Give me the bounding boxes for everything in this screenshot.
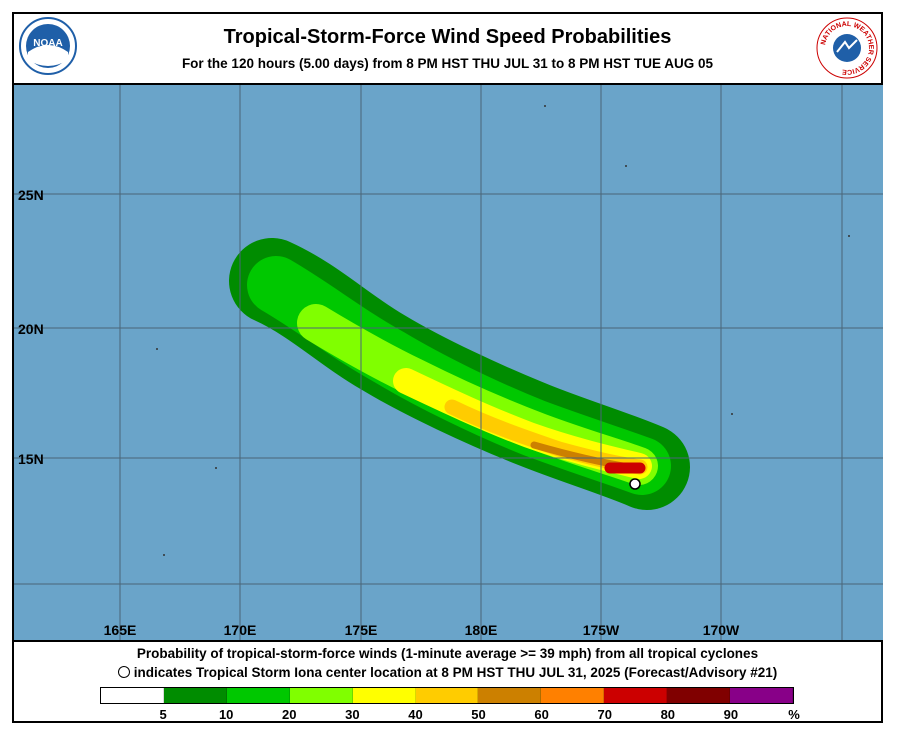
lon-label-165e: 165E: [104, 622, 137, 638]
islands: [156, 105, 850, 556]
island-dot: [731, 413, 733, 415]
footer-description: Probability of tropical-storm-force wind…: [136, 646, 759, 661]
lon-label-170w: 170W: [703, 622, 740, 638]
legend-label: 10: [218, 707, 234, 722]
island-dot: [163, 554, 165, 556]
legend-swatch: [415, 688, 479, 703]
lat-label-15n: 15N: [18, 451, 44, 467]
probability-swath: [229, 238, 690, 510]
legend-swatch: [730, 688, 793, 703]
island-dot: [544, 105, 546, 107]
lon-label-175w: 175W: [583, 622, 620, 638]
legend-swatch: [226, 688, 290, 703]
lon-label-180e: 180E: [465, 622, 498, 638]
probability-map: 25N 20N 15N 165E 170E 175E 180E 175W 170…: [14, 83, 883, 642]
island-dot: [848, 235, 850, 237]
lon-label-175e: 175E: [345, 622, 378, 638]
legend-swatch: [604, 688, 668, 703]
legend-label: 70: [597, 707, 612, 722]
legend-label: 60: [534, 707, 549, 722]
island-dot: [625, 165, 627, 167]
lat-lon-grid: [14, 85, 883, 640]
map-title: Tropical-Storm-Force Wind Speed Probabil…: [223, 26, 672, 48]
legend-label: 20: [282, 707, 297, 722]
lat-label-20n: 20N: [18, 321, 44, 337]
legend-swatch: [289, 688, 353, 703]
storm-center-marker: [629, 478, 641, 490]
legend-label: 30: [345, 707, 360, 722]
noaa-logo: NOAA: [18, 16, 78, 76]
footer-center-text: indicates Tropical Storm Iona center loc…: [133, 665, 778, 680]
legend-label: 80: [660, 707, 676, 722]
island-dot: [215, 467, 217, 469]
legend-swatch: [541, 688, 605, 703]
lon-label-170e: 170E: [224, 622, 257, 638]
legend-swatch: [478, 688, 542, 703]
legend-swatch: [101, 688, 164, 703]
center-marker-icon: [117, 666, 130, 678]
legend-label: %: [788, 707, 800, 722]
probability-legend: 5 10 20 30 40 50 60 70 80 90%: [100, 687, 800, 723]
lat-label-25n: 25N: [18, 187, 44, 203]
legend-swatch: [352, 688, 416, 703]
map-subtitle: For the 120 hours (5.00 days) from 8 PM …: [181, 56, 714, 71]
footer-center-note: indicates Tropical Storm Iona center loc…: [14, 665, 881, 680]
header: NOAA Tropical-Storm-Force Wind Speed Pro…: [14, 14, 881, 82]
legend-label: 90: [723, 707, 739, 722]
legend-label: 50: [471, 707, 486, 722]
map-canvas: 25N 20N 15N 165E 170E 175E 180E 175W 170…: [14, 85, 883, 640]
legend-label: 40: [408, 707, 423, 722]
island-dot: [156, 348, 158, 350]
legend-swatch: [163, 688, 227, 703]
legend-colorbar: [100, 687, 794, 704]
noaa-logo-text: NOAA: [33, 38, 62, 49]
legend-swatch: [667, 688, 731, 703]
legend-label: 5: [159, 707, 167, 722]
nws-logo: NATIONAL WEATHER SERVICE: [815, 16, 879, 80]
